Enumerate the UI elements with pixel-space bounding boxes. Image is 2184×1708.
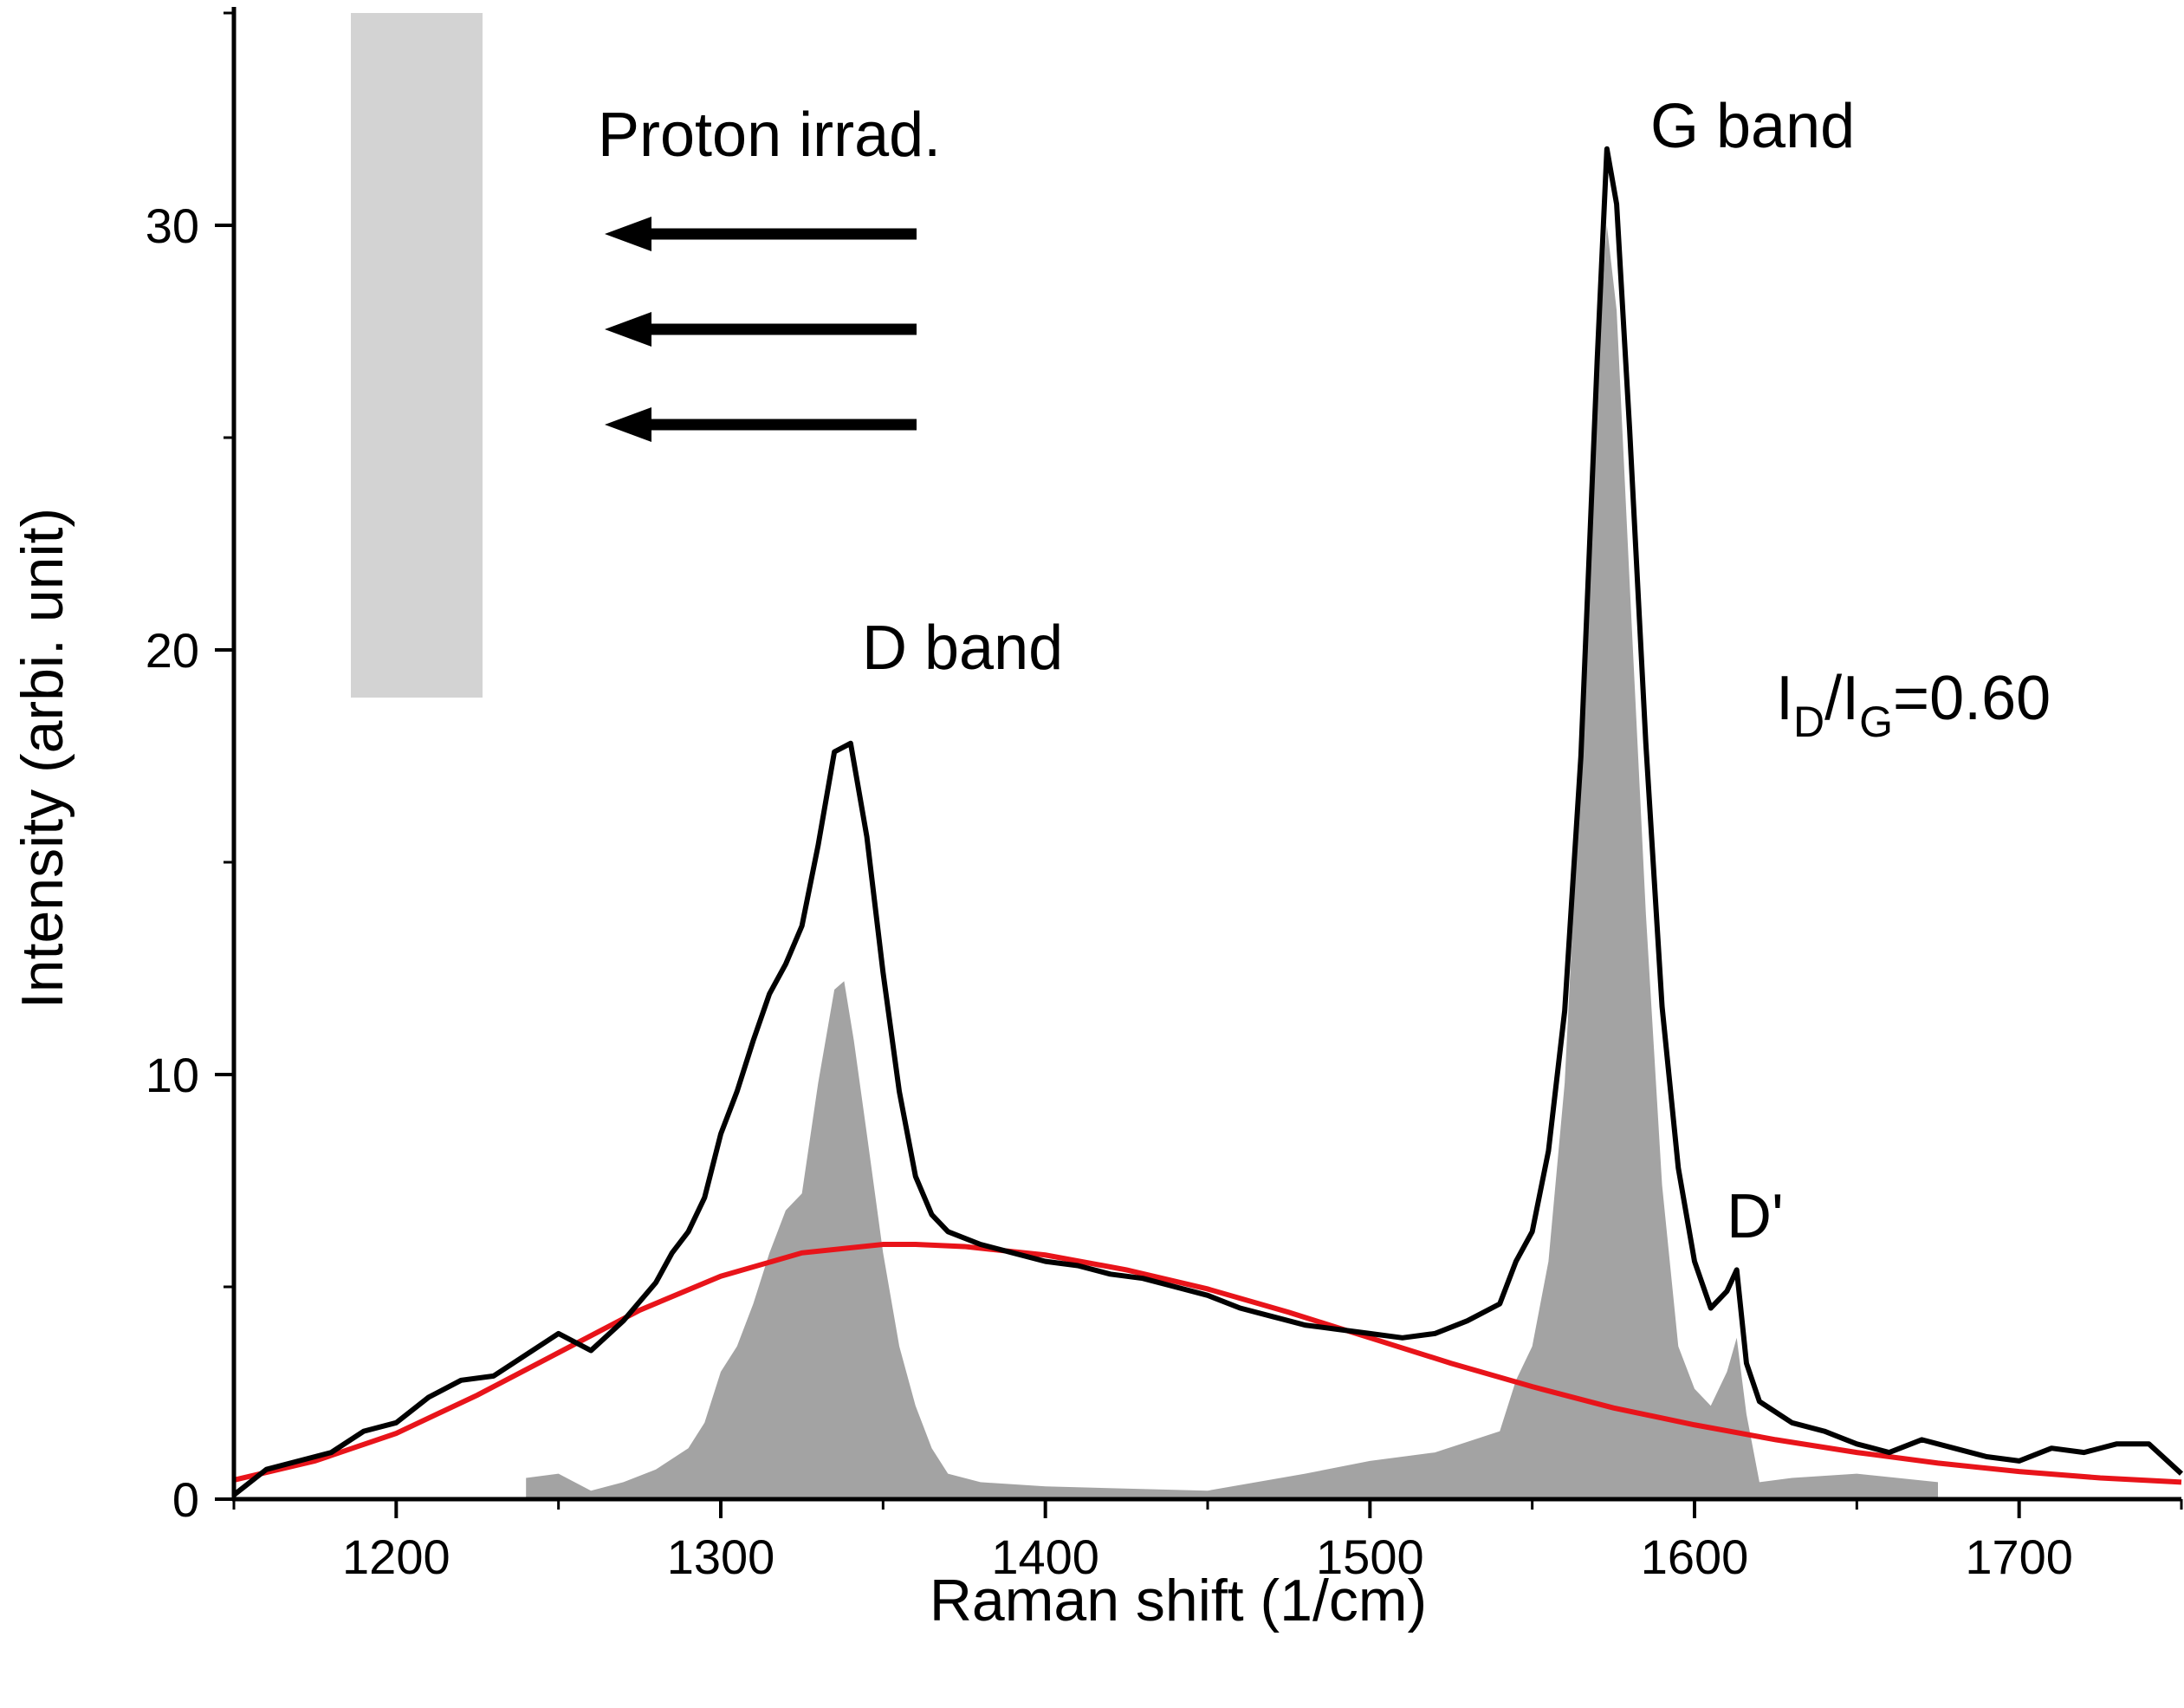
id-ig-ratio-label: ID/IG=0.60 — [1776, 664, 2051, 746]
d-band-label: D band — [862, 614, 1063, 683]
proton-arrow-head — [605, 217, 651, 251]
y-ticks: 0 10 20 30 — [146, 11, 234, 1527]
ratio-value: =0.60 — [1893, 664, 2051, 733]
ratio-sub-g: G — [1859, 698, 1893, 746]
x-ticks: 1200 1300 1400 1500 1600 1700 — [232, 1499, 2183, 1584]
y-tick-label: 10 — [146, 1048, 199, 1102]
proton-arrows — [605, 217, 917, 442]
y-axis-title: Intensity (arbi. unit) — [10, 508, 75, 1009]
ratio-slash-i: /I — [1824, 664, 1859, 733]
fitted-peaks-area — [526, 225, 1939, 1499]
plot-marks — [232, 146, 2184, 1499]
y-tick-label: 0 — [172, 1472, 199, 1527]
proton-arrow-head — [605, 407, 651, 442]
x-axis-title: Raman shift (1/cm) — [930, 1568, 1427, 1633]
d-prime-label: D' — [1727, 1182, 1784, 1251]
spectrum-line — [232, 146, 2184, 1497]
x-tick-label: 1600 — [1641, 1529, 1749, 1584]
x-tick-label: 1400 — [991, 1529, 1099, 1584]
x-tick-label: 1200 — [342, 1529, 450, 1584]
proton-arrow-head — [605, 312, 651, 347]
g-band-label: G band — [1650, 92, 1855, 161]
proton-irrad-label: Proton irrad. — [598, 101, 941, 170]
irradiation-bar — [351, 13, 483, 698]
y-tick-label: 30 — [146, 198, 199, 253]
x-tick-label: 1500 — [1316, 1529, 1424, 1584]
ratio-i: I — [1776, 664, 1793, 733]
ratio-sub-d: D — [1793, 698, 1824, 746]
background-fit-line — [233, 1242, 2182, 1485]
y-tick-label: 20 — [146, 623, 199, 678]
x-tick-label: 1700 — [1965, 1529, 2073, 1584]
x-tick-label: 1300 — [667, 1529, 775, 1584]
